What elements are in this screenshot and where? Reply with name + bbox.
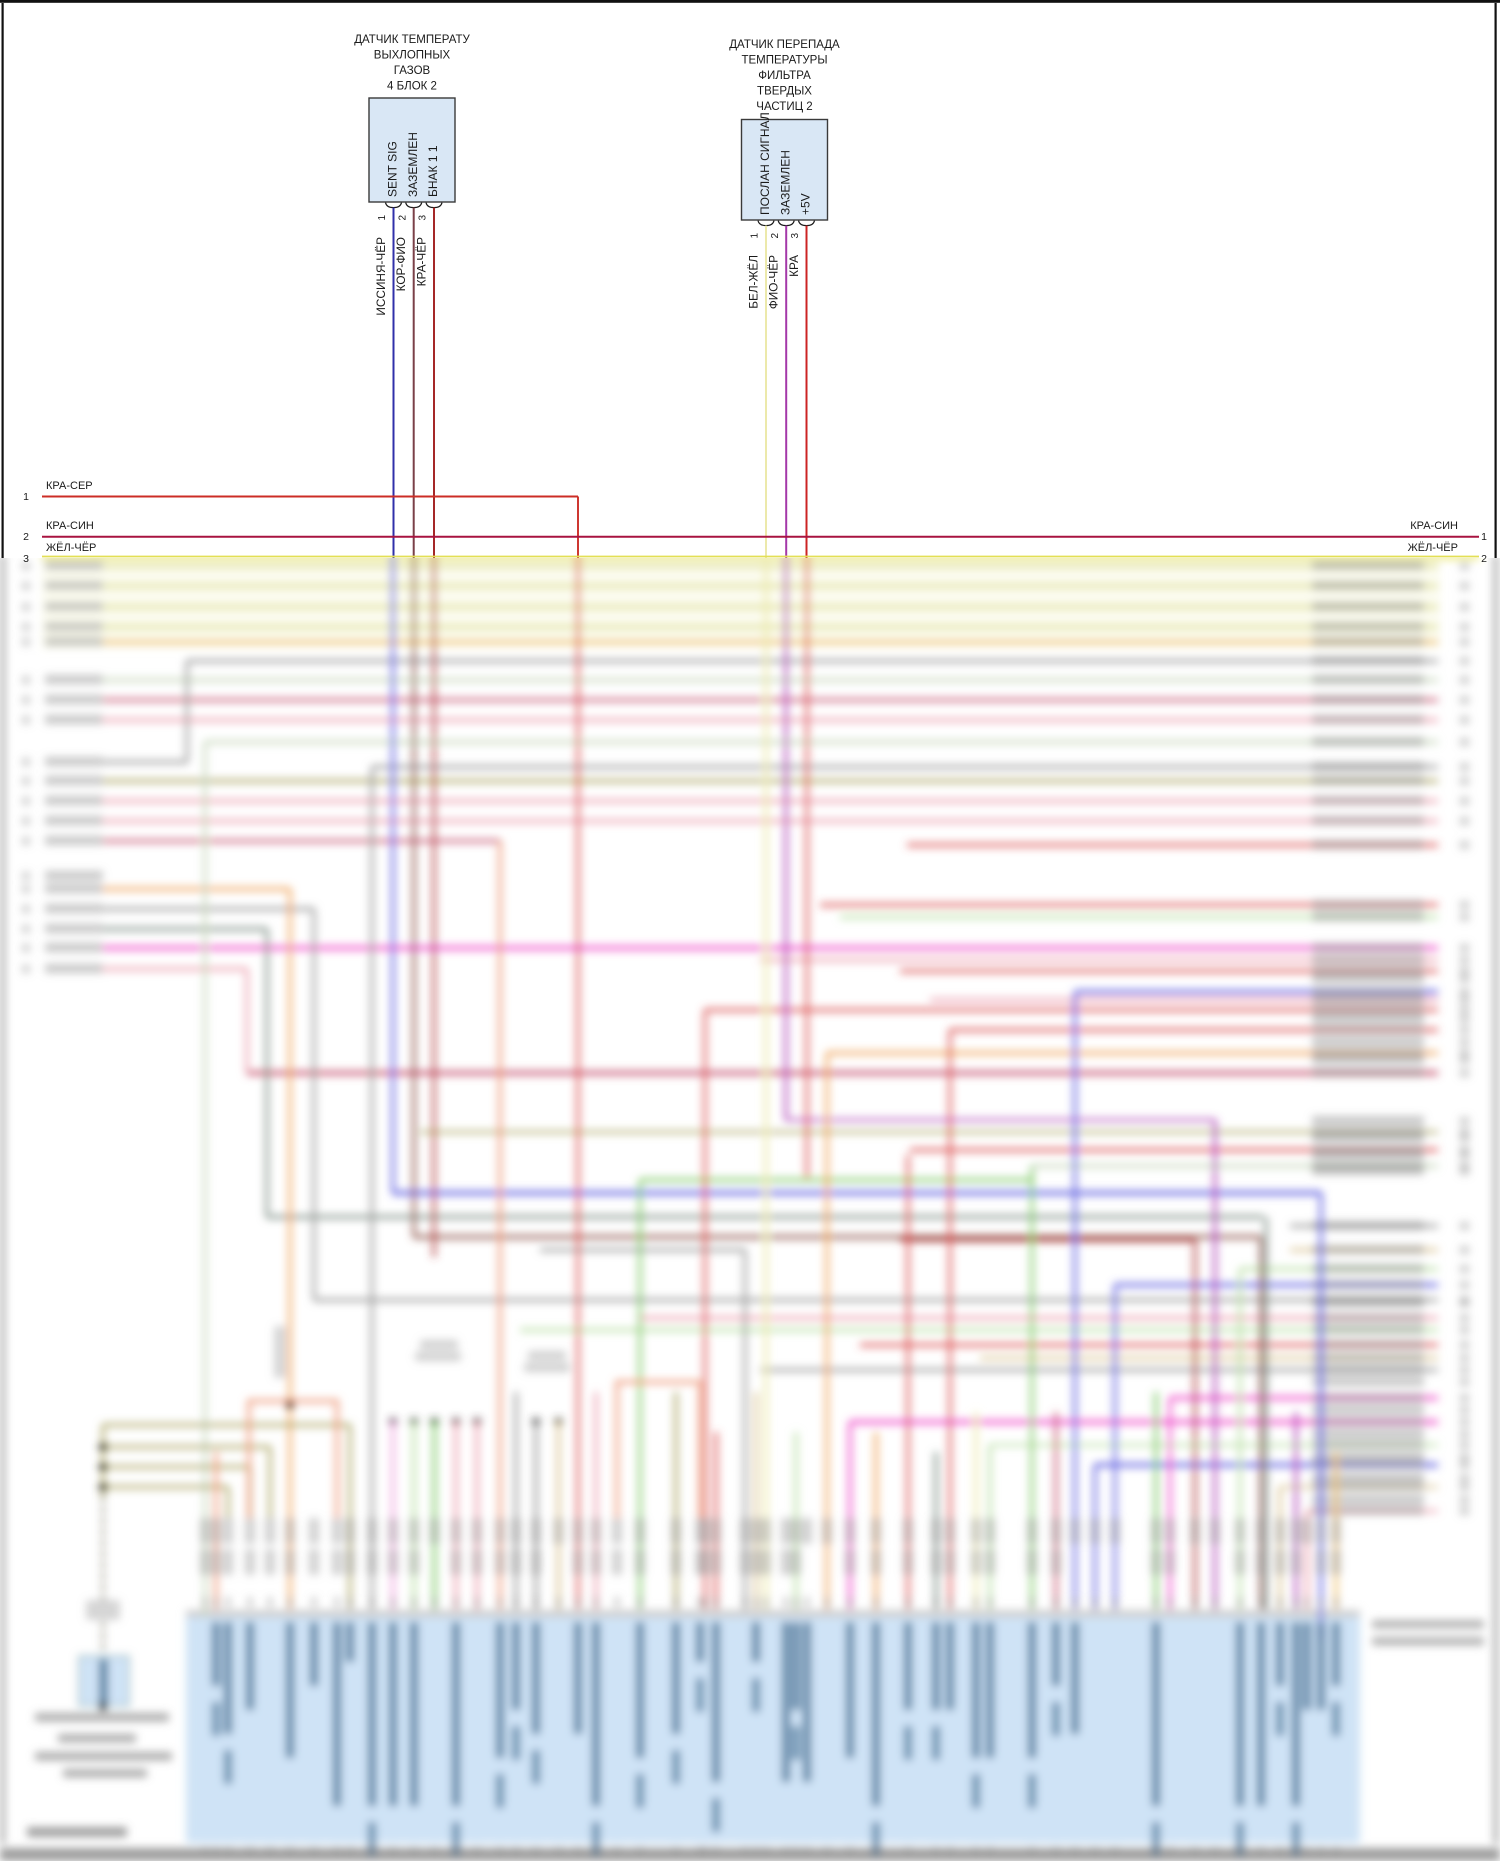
svg-text:1: 1 (23, 491, 29, 503)
svg-text:КРА-СИН: КРА-СИН (46, 520, 94, 532)
svg-text:3: 3 (790, 233, 801, 239)
svg-text:SENT SIG: SENT SIG (386, 141, 400, 197)
svg-text:3: 3 (23, 553, 29, 565)
svg-text:ДАТЧИК ПЕРЕПАДА: ДАТЧИК ПЕРЕПАДА (729, 39, 840, 51)
svg-text:2: 2 (1481, 553, 1487, 565)
svg-text:ГАЗОВ: ГАЗОВ (394, 65, 431, 77)
svg-text:ФИЛЬТРА: ФИЛЬТРА (758, 70, 811, 82)
svg-text:КРА-СЕР: КРА-СЕР (46, 480, 93, 492)
svg-text:ЗАЗЕМЛЕН: ЗАЗЕМЛЕН (406, 132, 420, 197)
svg-text:1: 1 (750, 233, 761, 239)
svg-text:КРА: КРА (787, 255, 801, 277)
svg-text:КРА-СИН: КРА-СИН (1410, 520, 1458, 532)
svg-text:КОР-ФИО: КОР-ФИО (394, 237, 408, 291)
svg-text:ТЕМПЕРАТУРЫ: ТЕМПЕРАТУРЫ (741, 55, 827, 67)
svg-text:ЧАСТИЦ 2: ЧАСТИЦ 2 (756, 101, 812, 113)
svg-text:ЗАЗЕМЛЕН: ЗАЗЕМЛЕН (778, 150, 792, 215)
svg-text:2: 2 (23, 531, 29, 543)
svg-text:2: 2 (770, 233, 781, 239)
svg-text:4 БЛОК 2: 4 БЛОК 2 (387, 81, 437, 93)
svg-text:ЖЁЛ-ЧЁР: ЖЁЛ-ЧЁР (1408, 542, 1458, 554)
svg-text:1: 1 (1481, 531, 1487, 543)
svg-text:ТВЕРДЫХ: ТВЕРДЫХ (757, 86, 812, 98)
svg-text:ЖЁЛ-ЧЁР: ЖЁЛ-ЧЁР (46, 542, 96, 554)
svg-text:ИССИНЯ-ЧЁР: ИССИНЯ-ЧЁР (374, 237, 388, 316)
svg-text:ВЫХЛОПНЫХ: ВЫХЛОПНЫХ (374, 50, 451, 62)
svg-text:КРА-ЧЁР: КРА-ЧЁР (415, 237, 429, 286)
svg-text:ДАТЧИК ТЕМПЕРАТУ: ДАТЧИК ТЕМПЕРАТУ (354, 34, 470, 46)
svg-text:ФИО-ЧЁР: ФИО-ЧЁР (767, 255, 781, 309)
svg-text:2: 2 (397, 215, 408, 221)
svg-text:ПОСЛАН СИГНАЛ: ПОСЛАН СИГНАЛ (758, 112, 772, 215)
svg-text:БЕЛ-ЖЁЛ: БЕЛ-ЖЁЛ (747, 255, 761, 309)
svg-text:3: 3 (418, 215, 429, 221)
svg-text:+5V: +5V (799, 193, 813, 215)
svg-text:БНАК 1 1: БНАК 1 1 (426, 145, 440, 197)
svg-text:1: 1 (377, 215, 388, 221)
